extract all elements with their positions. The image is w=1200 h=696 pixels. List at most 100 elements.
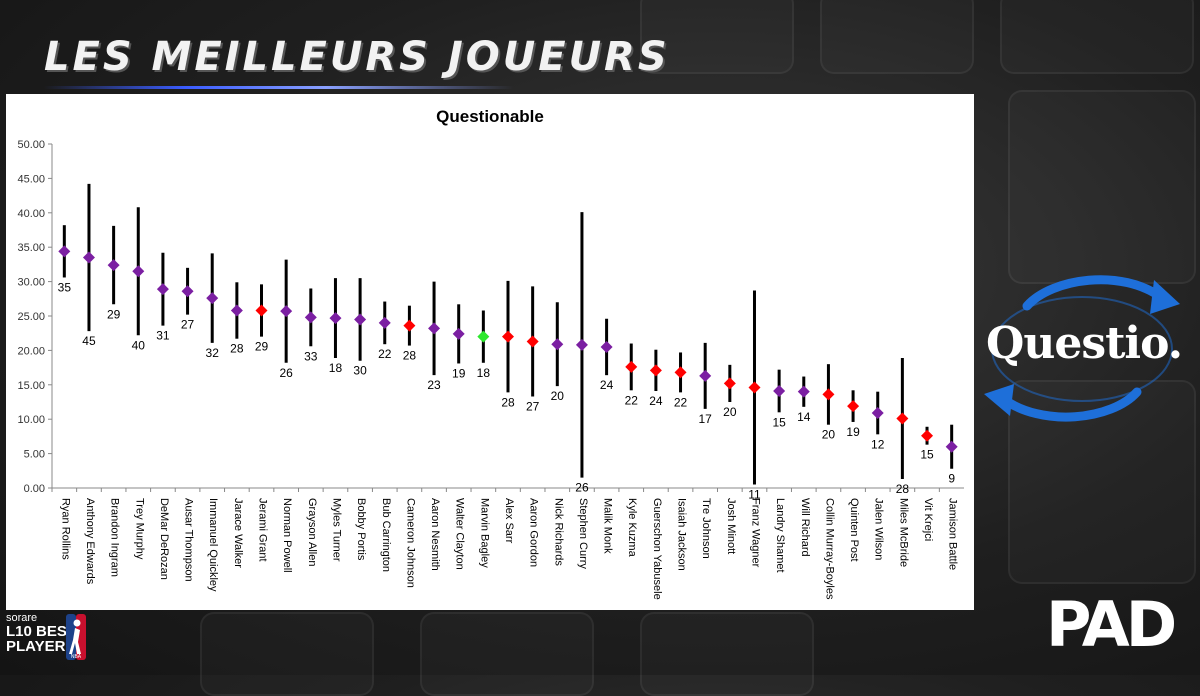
x-category-label: Nick Richards bbox=[552, 498, 564, 566]
diamond-marker bbox=[452, 327, 465, 340]
games-label: 15 bbox=[920, 448, 934, 462]
diamond-marker bbox=[822, 388, 835, 401]
x-category-label: Landry Shamet bbox=[774, 498, 786, 573]
diamond-marker bbox=[82, 251, 95, 264]
x-category-label: Stephen Curry bbox=[577, 498, 589, 569]
diamond-marker bbox=[132, 265, 145, 278]
diamond-marker bbox=[625, 360, 638, 373]
diamond-marker bbox=[674, 366, 687, 379]
x-category-label: Grayson Allen bbox=[306, 498, 318, 566]
diamond-marker bbox=[255, 304, 268, 317]
x-category-label: Anthony Edwards bbox=[84, 498, 96, 585]
diamond-marker bbox=[847, 400, 860, 413]
x-category-label: Vit Krejci bbox=[922, 498, 934, 541]
diamond-marker bbox=[526, 335, 539, 348]
games-label: 29 bbox=[107, 307, 121, 321]
x-category-label: Jarace Walker bbox=[232, 498, 244, 568]
sorare-l10-badge: sorare L10 BEST PLAYERS bbox=[6, 612, 90, 668]
y-tick-label: 15.00 bbox=[17, 380, 45, 392]
diamond-marker bbox=[551, 338, 564, 351]
x-category-label: Trey Murphy bbox=[133, 498, 145, 560]
questio-brand-text: Questio. bbox=[986, 318, 1183, 369]
diamond-marker bbox=[329, 312, 342, 325]
y-tick-label: 5.00 bbox=[24, 449, 45, 461]
diamond-marker bbox=[723, 377, 736, 390]
games-label: 28 bbox=[501, 395, 515, 409]
y-tick-label: 40.00 bbox=[17, 208, 45, 220]
x-category-label: DeMar DeRozan bbox=[158, 498, 170, 580]
x-category-label: Immanuel Quickley bbox=[207, 498, 219, 592]
y-tick-label: 30.00 bbox=[17, 277, 45, 289]
diamond-marker bbox=[477, 330, 490, 343]
diamond-marker bbox=[403, 319, 416, 332]
diamond-marker bbox=[699, 369, 712, 382]
badge-line1: sorare bbox=[6, 612, 38, 624]
x-category-label: Jamison Battle bbox=[947, 498, 959, 570]
diamond-marker bbox=[773, 384, 786, 397]
diamond-marker bbox=[748, 381, 761, 394]
games-label: 11 bbox=[748, 488, 761, 502]
diamond-marker bbox=[945, 440, 958, 453]
x-category-label: Jerami Grant bbox=[257, 498, 269, 562]
games-label: 15 bbox=[772, 415, 786, 429]
diamond-marker bbox=[206, 292, 219, 305]
badge-line2: L10 BEST bbox=[6, 623, 77, 640]
games-label: 20 bbox=[822, 428, 836, 442]
x-category-label: Myles Turner bbox=[330, 498, 342, 562]
diamond-marker bbox=[58, 245, 71, 258]
y-tick-label: 10.00 bbox=[17, 414, 45, 426]
diamond-marker bbox=[871, 407, 884, 420]
diamond-marker bbox=[502, 330, 514, 343]
diamond-marker bbox=[649, 364, 662, 377]
y-tick-label: 45.00 bbox=[17, 173, 45, 185]
games-label: 31 bbox=[156, 329, 170, 343]
diamond-marker bbox=[354, 313, 367, 326]
games-label: 27 bbox=[181, 318, 195, 332]
x-category-label: Will Richard bbox=[799, 498, 811, 557]
x-category-label: Miles McBride bbox=[897, 498, 909, 567]
x-category-label: Franz Wagner bbox=[749, 498, 761, 568]
games-label: 26 bbox=[279, 366, 293, 380]
x-category-label: Brandon Ingram bbox=[109, 498, 121, 577]
games-label: 22 bbox=[674, 395, 688, 409]
nba-logo-text: NBA bbox=[71, 654, 82, 660]
diamond-marker bbox=[921, 429, 934, 442]
chart-panel: Questionable 0.00 5.00 10.00 15.00 20.00 25.0… bbox=[6, 94, 974, 610]
games-label: 24 bbox=[600, 378, 614, 392]
games-label: 28 bbox=[896, 482, 910, 496]
games-label: 12 bbox=[871, 437, 885, 451]
diamond-marker bbox=[280, 305, 293, 318]
games-label: 17 bbox=[699, 412, 713, 426]
diamond-marker bbox=[428, 322, 441, 335]
games-label: 20 bbox=[723, 405, 737, 419]
x-category-label: Ryan Rollins bbox=[59, 498, 71, 560]
diamond-marker bbox=[600, 340, 613, 353]
x-category-label: Bobby Portis bbox=[355, 498, 367, 561]
games-label: 19 bbox=[452, 366, 466, 380]
games-label: 32 bbox=[206, 346, 220, 360]
games-label: 23 bbox=[427, 378, 441, 392]
games-label: 35 bbox=[58, 280, 72, 294]
pad-logo: PAD bbox=[1046, 588, 1177, 661]
diamond-marker bbox=[181, 285, 194, 298]
y-tick-label: 35.00 bbox=[17, 242, 45, 254]
games-label: 22 bbox=[625, 393, 639, 407]
y-tick-label: 25.00 bbox=[17, 311, 45, 323]
games-label: 19 bbox=[846, 425, 860, 439]
y-tick-label: 50.00 bbox=[17, 139, 45, 151]
x-category-label: Quinten Post bbox=[848, 498, 860, 562]
games-label: 24 bbox=[649, 394, 663, 408]
x-category-label: Ausar Thompson bbox=[183, 498, 195, 582]
diamond-marker bbox=[575, 338, 588, 351]
games-label: 28 bbox=[230, 342, 244, 356]
x-category-label: Isaiah Jackson bbox=[676, 498, 688, 571]
games-label: 18 bbox=[477, 366, 491, 380]
games-label: 20 bbox=[551, 389, 565, 403]
diamond-marker bbox=[304, 311, 317, 324]
games-label: 40 bbox=[132, 338, 146, 352]
diamond-marker bbox=[230, 304, 243, 317]
games-label: 30 bbox=[353, 364, 367, 378]
y-tick-label: 20.00 bbox=[17, 345, 45, 357]
pad-logo-text: PAD bbox=[1046, 588, 1177, 661]
diamond-marker bbox=[896, 412, 909, 425]
